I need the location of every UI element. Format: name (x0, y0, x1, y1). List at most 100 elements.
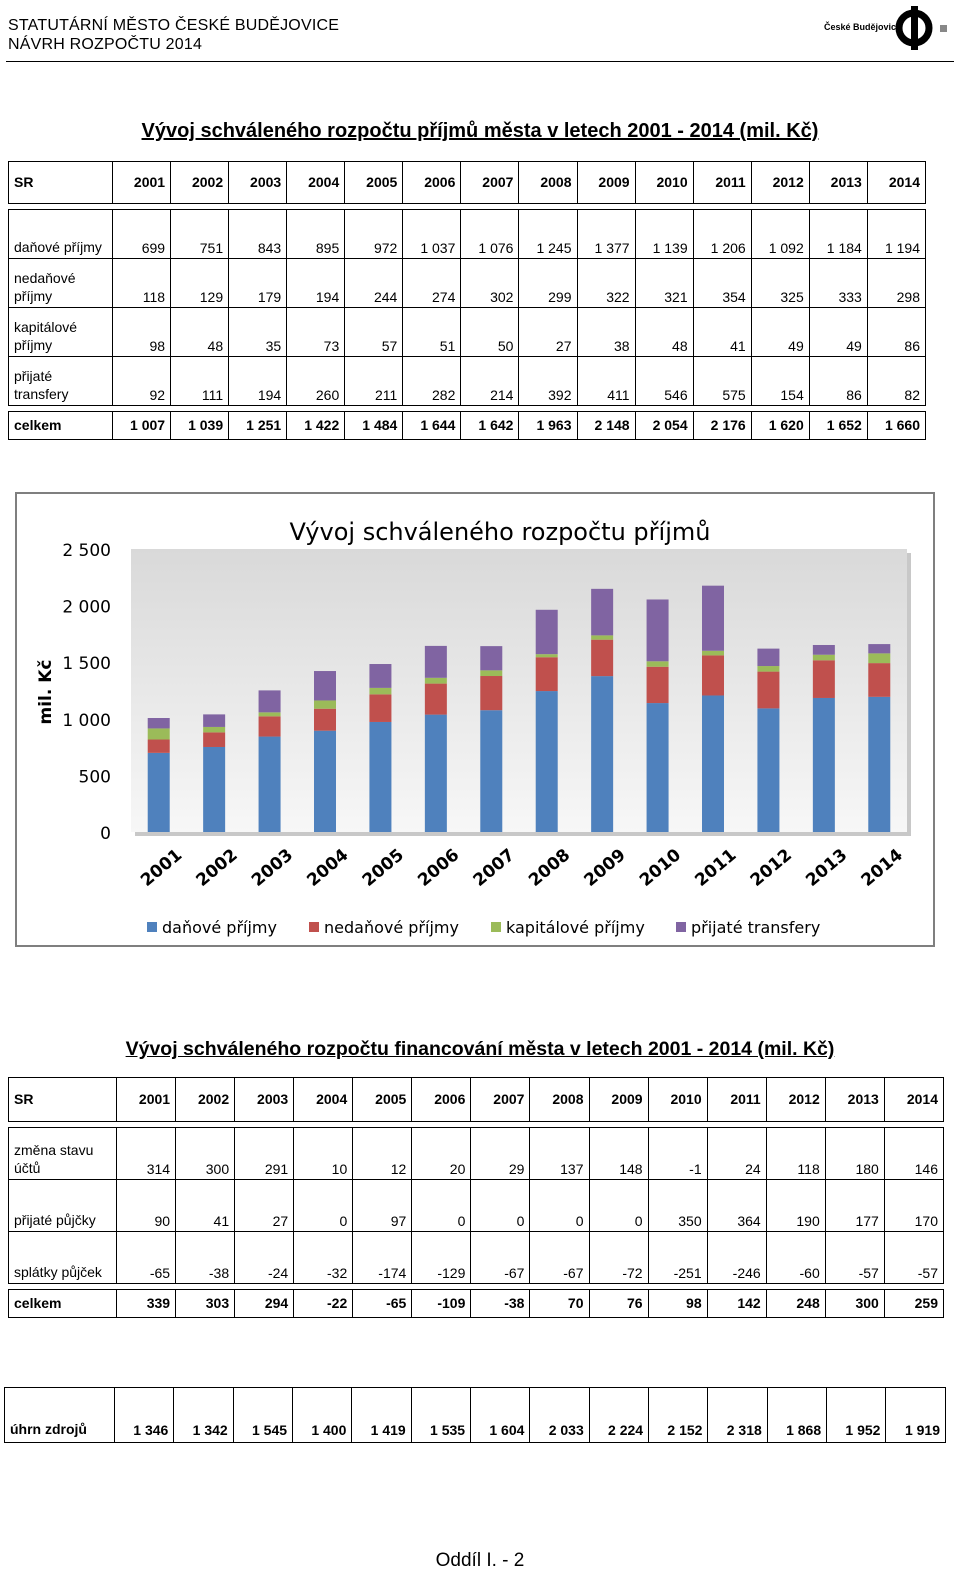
table-cell: 291 (234, 1127, 295, 1180)
table-cell: 1 139 (634, 209, 694, 259)
table-cell: 129 (170, 258, 230, 308)
header-row: SR 2001 2002 2003 2004 2005 2006 2007 2008 2009 20… (8, 1077, 945, 1122)
total-cell: 248 (765, 1289, 826, 1318)
y-axis-label: mil. Kč (36, 660, 56, 725)
bar-segment-1 (203, 732, 226, 747)
table-cell: 177 (824, 1179, 885, 1232)
table-cell: 0 (470, 1179, 531, 1232)
table-cell: 322 (576, 258, 636, 308)
income-chart: Vývoj schváleného rozpočtu příjmů mil. Kč… (36, 518, 911, 937)
total-cell: 1 620 (750, 411, 810, 440)
bar-segment-3 (646, 599, 669, 662)
table-cell: 751 (170, 209, 230, 259)
page-footer: Oddíl I. - 2 (435, 1550, 525, 1571)
table-row: nedaňové příjmy 118 129 179 194 244 274 302 299 3… (8, 258, 927, 308)
x-tick-label: 2014 (858, 845, 907, 891)
x-tick-label: 2004 (303, 845, 352, 891)
table-cell: 24 (706, 1127, 767, 1180)
table-cell: 1 184 (808, 209, 868, 259)
legend-swatch (147, 922, 157, 932)
bar-segment-0 (757, 708, 780, 832)
table-cell: 48 (634, 307, 694, 357)
bar-segment-3 (424, 645, 447, 678)
table-cell: 38 (576, 307, 636, 357)
y-tick-label: 2 500 (62, 541, 111, 561)
table-cell: 27 (234, 1179, 295, 1232)
table-cell: 0 (293, 1179, 354, 1232)
year-header: 2009 (588, 1077, 649, 1122)
total-cell: 2 148 (576, 411, 636, 440)
year-header: 2013 (824, 1077, 885, 1122)
table-cell: 190 (765, 1179, 826, 1232)
bar-segment-1 (424, 683, 447, 715)
table-cell: 1 377 (576, 209, 636, 259)
x-tick-label: 2008 (525, 845, 574, 891)
table-cell: 137 (529, 1127, 590, 1180)
table-cell: -251 (647, 1231, 708, 1284)
table-cell: 1 092 (750, 209, 810, 259)
total-cell: 1 963 (518, 411, 578, 440)
header-rule (6, 61, 954, 62)
year-header: 2001 (111, 161, 172, 204)
table-cell: 575 (692, 356, 752, 406)
year-header: 2009 (576, 161, 636, 204)
year-header: 2010 (647, 1077, 708, 1122)
income-table: SR 2001 2002 2003 2004 2005 2006 2007 2008 2009 20… (8, 161, 927, 440)
year-header: 2004 (293, 1077, 354, 1122)
y-tick-label: 2 000 (62, 598, 111, 618)
table-cell: 90 (115, 1179, 177, 1232)
corner-label: SR (8, 161, 113, 204)
table-cell: 699 (111, 209, 172, 259)
bar-segment-1 (535, 657, 558, 692)
bar-segment-3 (480, 646, 503, 671)
table-cell: 118 (111, 258, 172, 308)
table-row: splátky půjček -65 -38 -24 -32 -174 -129 -67 -67… (8, 1231, 945, 1284)
x-tick-label: 2010 (636, 845, 685, 891)
total-cell: 98 (647, 1289, 708, 1318)
table-cell: 895 (286, 209, 346, 259)
legend-label: přijaté transfery (691, 918, 820, 937)
table-cell: 92 (111, 356, 172, 406)
sources-cell: 1 868 (766, 1387, 828, 1443)
bar-segment-2 (424, 677, 447, 684)
table-cell: -174 (352, 1231, 413, 1284)
table-cell: 1 206 (692, 209, 752, 259)
bar-segment-0 (868, 696, 891, 832)
table-cell: 180 (824, 1127, 885, 1180)
table-cell: 82 (866, 356, 927, 406)
table-cell: 194 (286, 258, 346, 308)
total-cell: 1 039 (170, 411, 230, 440)
row-label: přijaté půjčky (8, 1179, 117, 1232)
table-cell: 1 076 (460, 209, 520, 259)
table-cell: -57 (883, 1231, 945, 1284)
table-cell: 350 (647, 1179, 708, 1232)
row-label: splátky půjček (8, 1231, 117, 1284)
bar-segment-2 (480, 670, 503, 677)
table-cell: 314 (115, 1127, 177, 1180)
table-cell: 1 194 (866, 209, 927, 259)
bar-segment-0 (147, 752, 170, 832)
table-cell: 148 (588, 1127, 649, 1180)
table-cell: 98 (111, 307, 172, 357)
total-cell: 1 251 (228, 411, 288, 440)
year-header: 2011 (706, 1077, 767, 1122)
legend-label: kapitálové příjmy (506, 918, 645, 937)
table-cell: -246 (706, 1231, 767, 1284)
city-logo: České Budějovice (824, 5, 954, 51)
bar-segment-1 (702, 655, 724, 696)
total-cell: -109 (411, 1289, 472, 1318)
bar-segment-2 (646, 661, 669, 667)
table-cell: 843 (228, 209, 288, 259)
table-cell: -129 (411, 1231, 472, 1284)
sources-cell: 1 952 (826, 1387, 887, 1443)
table-cell: 0 (411, 1179, 472, 1232)
bar-segment-0 (480, 710, 503, 832)
table-cell: 211 (344, 356, 404, 406)
table-cell: 282 (402, 356, 462, 406)
bar-segment-0 (258, 736, 281, 832)
total-cell: 142 (706, 1289, 767, 1318)
page-header: STATUTÁRNÍ MĚSTO ČESKÉ BUDĚJOVICE NÁVRH … (8, 16, 339, 54)
total-cell: 1 007 (111, 411, 172, 440)
table-cell: 274 (402, 258, 462, 308)
bar-segment-3 (868, 644, 891, 654)
